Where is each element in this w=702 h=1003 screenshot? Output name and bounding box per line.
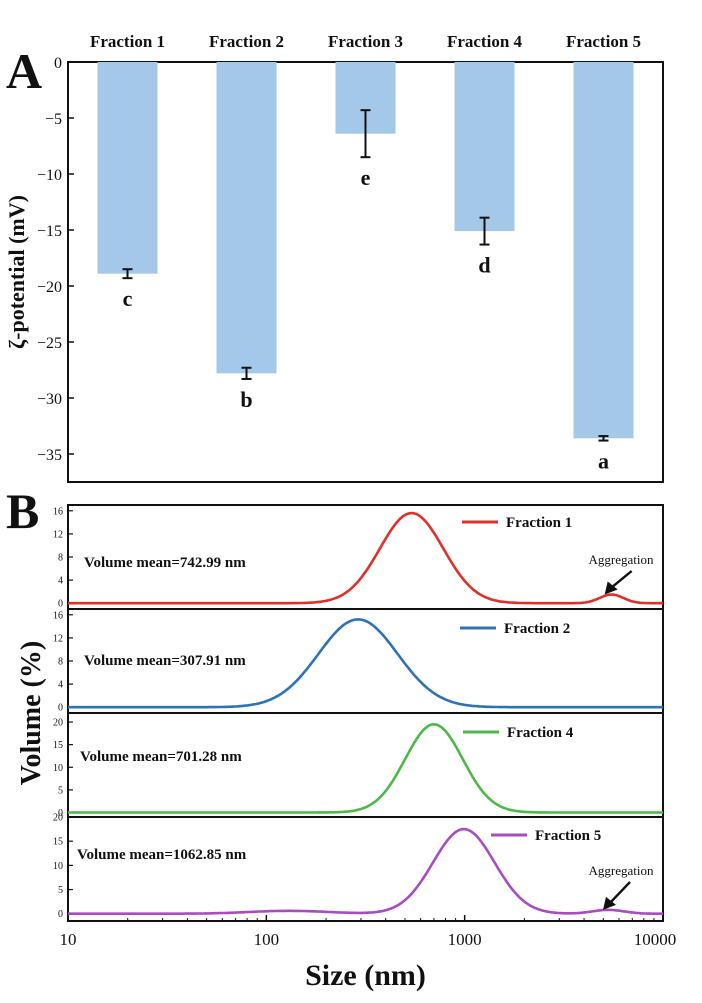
- y-axis-title: ζ-potential (mV): [4, 195, 29, 349]
- significance-letter: e: [361, 165, 371, 190]
- y-tick-label: −30: [37, 391, 62, 408]
- y-tick-label: 16: [53, 506, 63, 517]
- x-tick-label: 1000: [448, 930, 482, 949]
- category-label: Fraction 1: [90, 32, 165, 51]
- subplot-frame: [67, 816, 664, 922]
- significance-letter: a: [598, 449, 609, 474]
- aggregation-arrow-shaft: [610, 881, 631, 903]
- subplot-frame: [67, 712, 664, 818]
- y-tick-label: 8: [58, 657, 63, 668]
- y-tick-label: 5: [58, 885, 63, 896]
- y-tick-label: −35: [37, 447, 62, 464]
- distribution-curve: [68, 827, 663, 915]
- y-tick-label: 0: [58, 909, 63, 920]
- y-tick-label: 0: [58, 703, 63, 714]
- significance-letter: d: [478, 253, 490, 278]
- y-tick-label: −15: [37, 223, 62, 240]
- y-tick-label: 4: [58, 576, 63, 587]
- volume-mean-annotation: Volume mean=701.28 nm: [80, 749, 242, 765]
- y-tick-label: 20: [53, 718, 63, 729]
- y-tick-label: 0: [58, 808, 63, 819]
- zeta-bar: [97, 62, 158, 274]
- distribution-curve: [68, 511, 663, 605]
- y-tick-label: −10: [37, 167, 62, 184]
- significance-letter: b: [240, 387, 252, 412]
- x-axis-title: Size (nm): [305, 959, 426, 992]
- x-tick-label: 100: [254, 930, 280, 949]
- aggregation-arrow-shaft: [611, 570, 633, 588]
- significance-letter: c: [123, 286, 133, 311]
- zeta-bar: [454, 62, 515, 232]
- y-tick-label: 12: [53, 529, 63, 540]
- panel-b-label: B: [6, 483, 39, 539]
- zeta-bar: [573, 62, 634, 439]
- y-tick-label: −5: [45, 111, 62, 128]
- distribution-curve: [68, 618, 663, 709]
- category-label: Fraction 4: [447, 32, 523, 51]
- category-label: Fraction 2: [209, 32, 284, 51]
- aggregation-label: Aggregation: [589, 863, 654, 878]
- aggregation-label: Aggregation: [589, 552, 654, 567]
- y-tick-label: 10: [53, 861, 63, 872]
- y-tick-label: 0: [54, 55, 62, 72]
- category-label: Fraction 3: [328, 32, 403, 51]
- volume-mean-annotation: Volume mean=307.91 nm: [84, 653, 246, 669]
- y-tick-label: 12: [53, 633, 63, 644]
- y-tick-label: 4: [58, 680, 63, 691]
- y-tick-label: 5: [58, 785, 63, 796]
- aggregation-arrow-head: [604, 581, 618, 595]
- y-tick-label: 15: [53, 740, 63, 751]
- x-tick-label: 10000: [634, 930, 677, 949]
- y-tick-label: 10: [53, 763, 63, 774]
- distribution-curve: [68, 722, 663, 814]
- y-tick-label: −20: [37, 279, 62, 296]
- legend-label: Fraction 5: [535, 828, 601, 844]
- volume-mean-annotation: Volume mean=1062.85 nm: [77, 847, 247, 863]
- legend-label: Fraction 2: [504, 621, 570, 637]
- y-tick-label: −25: [37, 335, 62, 352]
- y-tick-label: 20: [53, 813, 63, 824]
- y-axis-title: Volume (%): [16, 641, 47, 785]
- panel-a-label: A: [6, 43, 42, 99]
- y-tick-label: 15: [53, 837, 63, 848]
- zeta-bar: [216, 62, 277, 374]
- category-label: Fraction 5: [566, 32, 641, 51]
- y-tick-label: 8: [58, 553, 63, 564]
- legend-label: Fraction 4: [507, 725, 574, 741]
- y-tick-label: 0: [58, 599, 63, 610]
- legend-label: Fraction 1: [506, 515, 572, 531]
- volume-mean-annotation: Volume mean=742.99 nm: [84, 555, 246, 571]
- aggregation-arrow-head: [603, 896, 617, 910]
- x-tick-label: 10: [60, 930, 77, 949]
- y-tick-label: 16: [53, 610, 63, 621]
